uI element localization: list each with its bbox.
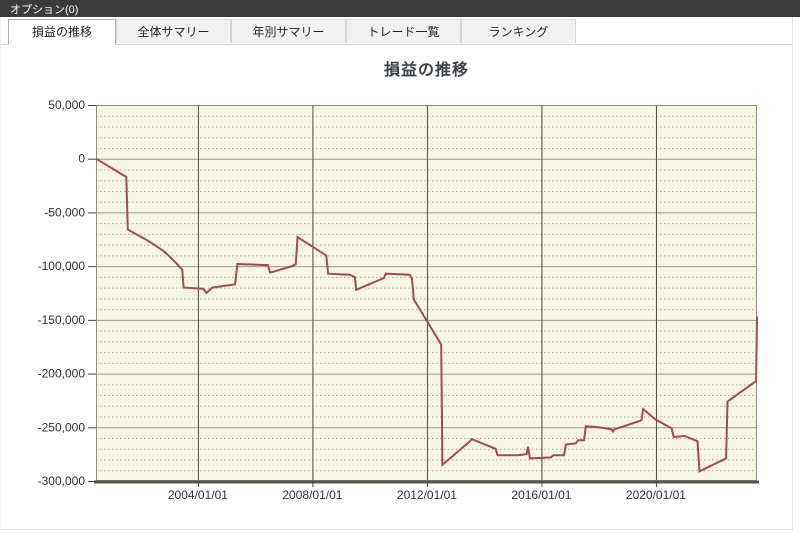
x-axis-label: 2016/01/01 (511, 488, 571, 502)
y-axis-label: -150,000 (38, 313, 86, 327)
tab-bar: 損益の推移 全体サマリー 年別サマリー トレード一覧 ランキング (1, 19, 792, 45)
x-axis-label: 2008/01/01 (282, 488, 342, 502)
y-axis-label: -100,000 (38, 259, 86, 273)
tab-trade-list[interactable]: トレード一覧 (346, 19, 461, 43)
x-axis-label: 2020/01/01 (626, 488, 686, 502)
y-axis-label: 50,000 (48, 98, 85, 112)
y-axis-label: -50,000 (44, 205, 85, 219)
y-axis-label: -250,000 (38, 420, 86, 434)
plot-area (96, 105, 757, 481)
y-axis-label: -200,000 (38, 367, 86, 381)
tab-ranking[interactable]: ランキング (461, 19, 576, 43)
tab-profit-loss-transition[interactable]: 損益の推移 (8, 19, 116, 45)
tab-overall-summary[interactable]: 全体サマリー (116, 19, 231, 43)
tab-yearly-summary[interactable]: 年別サマリー (231, 19, 346, 43)
y-axis-label: -300,000 (38, 474, 86, 488)
series-line (95, 157, 758, 473)
menu-bar: オプション(0) (0, 0, 800, 17)
x-axis-label: 2004/01/01 (168, 488, 228, 502)
y-axis-label: 0 (78, 152, 85, 166)
x-axis-label: 2012/01/01 (397, 488, 457, 502)
chart-title: 損益の推移 (383, 62, 469, 79)
menu-item-options[interactable]: オプション(0) (10, 4, 79, 16)
